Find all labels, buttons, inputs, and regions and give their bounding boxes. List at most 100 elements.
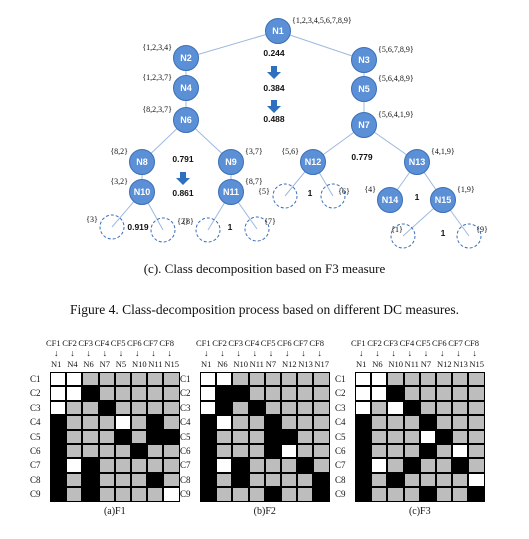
matrix-cell [148,373,162,385]
matrix-cell [356,459,370,471]
matrix-cell [83,373,97,385]
matrix-cell [388,373,402,385]
matrix-cell [421,459,435,471]
matrix-cell [132,459,146,471]
matrix-cell [83,459,97,471]
down-arrow-icon: ↓ [285,349,290,358]
cf-header: CF5 [261,338,276,348]
node-header: N6 [217,359,227,369]
node-id: N12 [305,157,322,167]
matrix-cell [217,488,231,500]
matrix-cell [469,373,483,385]
matrix-cell [67,416,81,428]
tree-edge [278,31,364,60]
matrix-cell [51,416,65,428]
matrix-cell [298,373,312,385]
matrix-cell [116,373,130,385]
node-header: N11 [250,359,264,369]
node-header: N1 [201,359,211,369]
matrix-cell [388,459,402,471]
matrix-cell [453,474,467,486]
matrix-cell [148,459,162,471]
node-id: N8 [136,157,148,167]
leaf-class-label: {8} [182,217,194,226]
matrix-cell [132,416,146,428]
cf-header: CF1 [351,338,366,348]
down-arrow-icon: ↓ [103,349,108,358]
class-row-label: C2 [30,388,41,398]
matrix-cell [217,431,231,443]
matrix-cell [233,431,247,443]
cf-header: CF6 [277,338,292,348]
matrix-cell [233,416,247,428]
matrix-cell [132,373,146,385]
tree-node-n9: N9 [219,150,244,175]
dc-measure-value: 0.861 [172,188,194,198]
tree-node-n11: N11 [219,180,244,205]
cf-header: CF1 [46,338,61,348]
node-header: N6 [372,359,382,369]
matrix-cell [469,459,483,471]
matrix-cell [250,474,264,486]
cf-header: CF2 [212,338,227,348]
matrix-cell [282,402,296,414]
node-id: N7 [358,120,370,130]
matrix-cell [217,474,231,486]
cf-header: CF1 [196,338,211,348]
matrix-cell [217,416,231,428]
node-header: N1 [356,359,366,369]
class-row-label: C5 [30,432,41,442]
cf-header: CF8 [464,338,479,348]
matrix-cell [100,459,114,471]
matrix-cell [148,488,162,500]
matrix-cell [250,416,264,428]
matrix-cell [372,474,386,486]
leaf-class-label: {7} [264,217,276,226]
class-row-label: C5 [180,432,191,442]
matrix-subcaption: (a)F1 [50,506,180,517]
matrix-cell [148,445,162,457]
matrix-cell [405,387,419,399]
down-arrow-icon: ↓ [54,349,59,358]
cf-header: CF5 [111,338,126,348]
node-class-set: {4} [364,185,376,194]
matrix-cell [405,474,419,486]
node-header: N11 [405,359,419,369]
matrix-cell [469,402,483,414]
matrix-cell [116,445,130,457]
matrix-cell [51,373,65,385]
node-header: N12 [437,359,452,369]
matrix-cell [164,488,178,500]
matrix-cell [148,416,162,428]
matrix-cell [282,474,296,486]
matrix-cell [164,431,178,443]
matrix-subcaption: (b)F2 [200,506,330,517]
matrix-cell [421,416,435,428]
leaf-class-label: {5} [258,187,270,196]
matrix-cell [388,387,402,399]
matrix-cell [282,488,296,500]
matrix-cell [453,445,467,457]
matrix-cell [298,445,312,457]
down-arrow-icon: ↓ [167,349,172,358]
node-id: N10 [134,187,151,197]
matrix-cell [164,445,178,457]
down-arrow-icon: ↓ [472,349,477,358]
matrix-cell [233,445,247,457]
matrix-cell [116,431,130,443]
matrix-cell [67,488,81,500]
down-arrow-icon: ↓ [236,349,241,358]
subfigure-caption: (c). Class decomposition based on F3 mea… [0,261,529,277]
node-header: N11 [148,359,162,369]
matrix-cell [217,459,231,471]
class-row-label: C2 [335,388,346,398]
matrix-cell [298,488,312,500]
node-id: N14 [382,195,399,205]
dc-measure-value: 0.791 [172,154,194,164]
matrix-cell [437,373,451,385]
matrix-cell [437,445,451,457]
matrix-cell [453,431,467,443]
node-id: N2 [180,53,192,63]
matrix-cell [266,445,280,457]
matrix-cell [282,416,296,428]
